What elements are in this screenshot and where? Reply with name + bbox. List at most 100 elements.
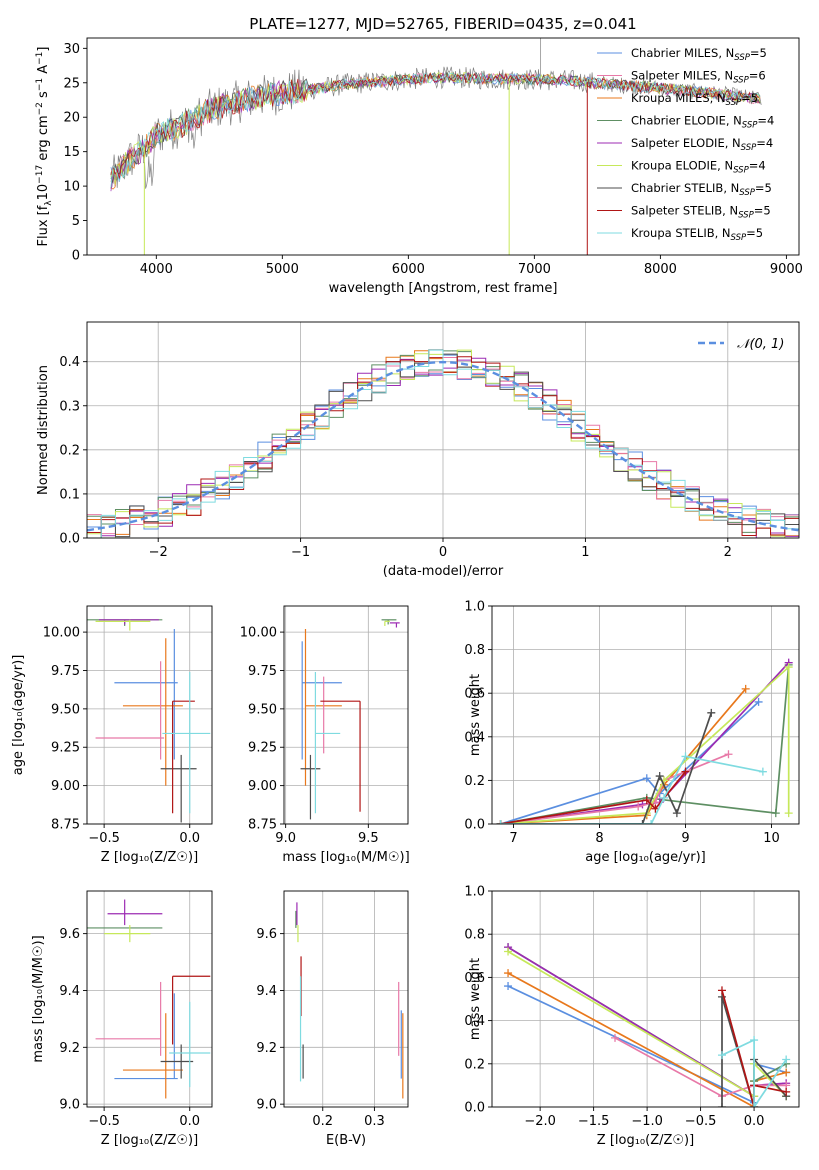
- x-tick-label: 9: [681, 831, 689, 846]
- y-tick-label: 15: [63, 145, 80, 160]
- errorbar-point: [381, 619, 397, 625]
- mass-weight-marker: [717, 1103, 726, 1107]
- y-tick-label: 9.4: [59, 984, 80, 999]
- errorbar-point: [160, 1044, 194, 1079]
- y-axis-label: Normed distribution: [36, 365, 51, 495]
- y-tick-label: 0.2: [464, 1057, 485, 1072]
- axes-frame: [86, 890, 213, 1108]
- legend-suffix: =6: [749, 69, 766, 83]
- label-span: 10: [36, 184, 51, 201]
- y-tick-label: 9.25: [51, 741, 80, 756]
- plot-area: [496, 658, 793, 824]
- legend-entry: Chabrier ELODIE, NSSP=4: [631, 114, 774, 131]
- axes-spectrum: 4000 5000 6000 7000 8000 9000 0 5 10 15 20 25 30 wave…: [35, 37, 803, 296]
- legend-entry: Chabrier MILES, NSSP=5: [631, 46, 767, 63]
- x-axis-label: Z [log₁₀(Z/Z☉)]: [101, 850, 198, 865]
- x-tick-label: 2: [724, 545, 732, 560]
- mass-weight-marker: [634, 802, 643, 811]
- x-axis-label: age [log₁₀(age/yr)]: [585, 850, 706, 865]
- mass-weight-marker: [642, 774, 651, 783]
- legend-suffix: =5: [755, 181, 772, 195]
- legend-suffix: =4: [749, 159, 766, 173]
- mass-weight-series-8: [721, 1038, 787, 1107]
- y-tick-label: 0.8: [464, 643, 485, 658]
- label-span: A: [36, 65, 51, 78]
- legend-name: Chabrier STELIB, N: [631, 181, 739, 195]
- y-tick-label: 9.6: [59, 927, 80, 942]
- mass-weight-marker: [647, 820, 656, 824]
- axes-massweight-vs-age: 7 8 9 10 0.0 0.2 0.4 0.6 0.8 1.0 age [log₁₀(age/yr…: [464, 600, 800, 865]
- mass-weight-marker: [771, 809, 780, 818]
- legend-name: Kroupa STELIB, N: [631, 226, 731, 240]
- x-tick-label: 9.0: [275, 831, 296, 846]
- y-tick-label: 0.8: [464, 928, 485, 943]
- axes-frame: [491, 890, 800, 1108]
- figure-title: PLATE=1277, MJD=52765, FIBERID=0435, z=0…: [249, 15, 636, 33]
- axes-frame: [86, 605, 213, 825]
- x-tick-label: 0: [439, 545, 447, 560]
- x-tick-label: 9000: [770, 262, 803, 277]
- label-span: −1: [35, 78, 45, 91]
- y-axis-label: mass [log₁₀(M/M☉)]: [31, 935, 46, 1062]
- spectrum-model-7: [110, 71, 761, 179]
- charts: 4000 5000 6000 7000 8000 9000051015202530wave…: [11, 37, 803, 1148]
- mass-weight-marker: [717, 1051, 726, 1060]
- legend-sub: SSP: [733, 166, 749, 176]
- legend-sub: SSP: [742, 121, 758, 131]
- x-tick-label: −1.5: [578, 1114, 610, 1129]
- mass-weight-marker: [504, 969, 513, 978]
- y-tick-label: 0.3: [59, 399, 80, 414]
- legend-name: Chabrier ELODIE, N: [631, 114, 742, 128]
- legend-suffix: =4: [756, 136, 773, 150]
- x-axis-label: mass [log₁₀(M/M☉)]: [282, 850, 409, 865]
- label-span: −2: [35, 102, 45, 115]
- errorbar-point: [95, 619, 151, 631]
- y-tick-label: 1.0: [464, 885, 485, 900]
- errorbar-point: [114, 629, 178, 760]
- axes-mass-vs-Z: −0.5 0.0 9.0 9.2 9.4 9.6 Z [log₁₀(Z/Z☉)] mass […: [31, 890, 213, 1148]
- y-axis-label: mass weight: [468, 958, 483, 1040]
- x-tick-label: 7000: [518, 262, 551, 277]
- x-axis-label: E(B-V): [326, 1133, 366, 1148]
- errorbar-point: [300, 754, 321, 820]
- y-tick-label: 9.00: [248, 779, 277, 794]
- legend-sub: SSP: [738, 211, 754, 221]
- mass-weight-marker: [681, 767, 690, 776]
- mass-weight-marker: [782, 1087, 791, 1096]
- legend-suffix: =5: [746, 226, 763, 240]
- x-tick-label: 0.0: [744, 1114, 765, 1129]
- y-tick-label: 20: [63, 111, 80, 126]
- errorbar-point: [314, 672, 341, 814]
- plot-area: [87, 349, 799, 538]
- x-axis-label: (data-model)/error: [383, 564, 504, 579]
- mass-weight-marker: [724, 750, 733, 759]
- plot-area: [300, 619, 400, 820]
- legend-entry: Salpeter STELIB, NSSP=5: [631, 204, 771, 221]
- y-tick-label: 10.00: [43, 626, 80, 641]
- axes-residual-histogram: −2 −1 0 1 2 0.0 0.1 0.2 0.3 0.4 (data-model)/error…: [36, 321, 800, 579]
- legend-suffix: =5: [750, 46, 767, 60]
- y-tick-label: 9.25: [248, 741, 277, 756]
- x-tick-label: −2: [149, 545, 168, 560]
- label-span: −17: [35, 165, 45, 184]
- errorbar-point: [104, 925, 151, 943]
- y-tick-label: 9.4: [256, 984, 277, 999]
- y-tick-label: 9.2: [59, 1041, 80, 1056]
- legend-entry: Salpeter ELODIE, NSSP=4: [631, 136, 773, 153]
- mass-weight-series-4: [614, 1037, 787, 1098]
- y-tick-label: 9.0: [59, 1098, 80, 1113]
- x-tick-label: −1.0: [631, 1114, 663, 1129]
- mass-weight-marker: [750, 1036, 759, 1045]
- errorbar-point: [122, 1013, 183, 1099]
- y-tick-label: 10.00: [240, 626, 277, 641]
- y-tick-label: 9.75: [51, 664, 80, 679]
- label-span: s: [36, 91, 51, 102]
- mass-weight-marker: [638, 820, 647, 824]
- gaussian-curve: [87, 360, 799, 532]
- errorbar-point: [384, 620, 390, 626]
- x-tick-label: −0.5: [88, 1114, 120, 1129]
- x-axis-label: Z [log₁₀(Z/Z☉)]: [101, 1133, 198, 1148]
- y-tick-label: 0.1: [59, 487, 80, 502]
